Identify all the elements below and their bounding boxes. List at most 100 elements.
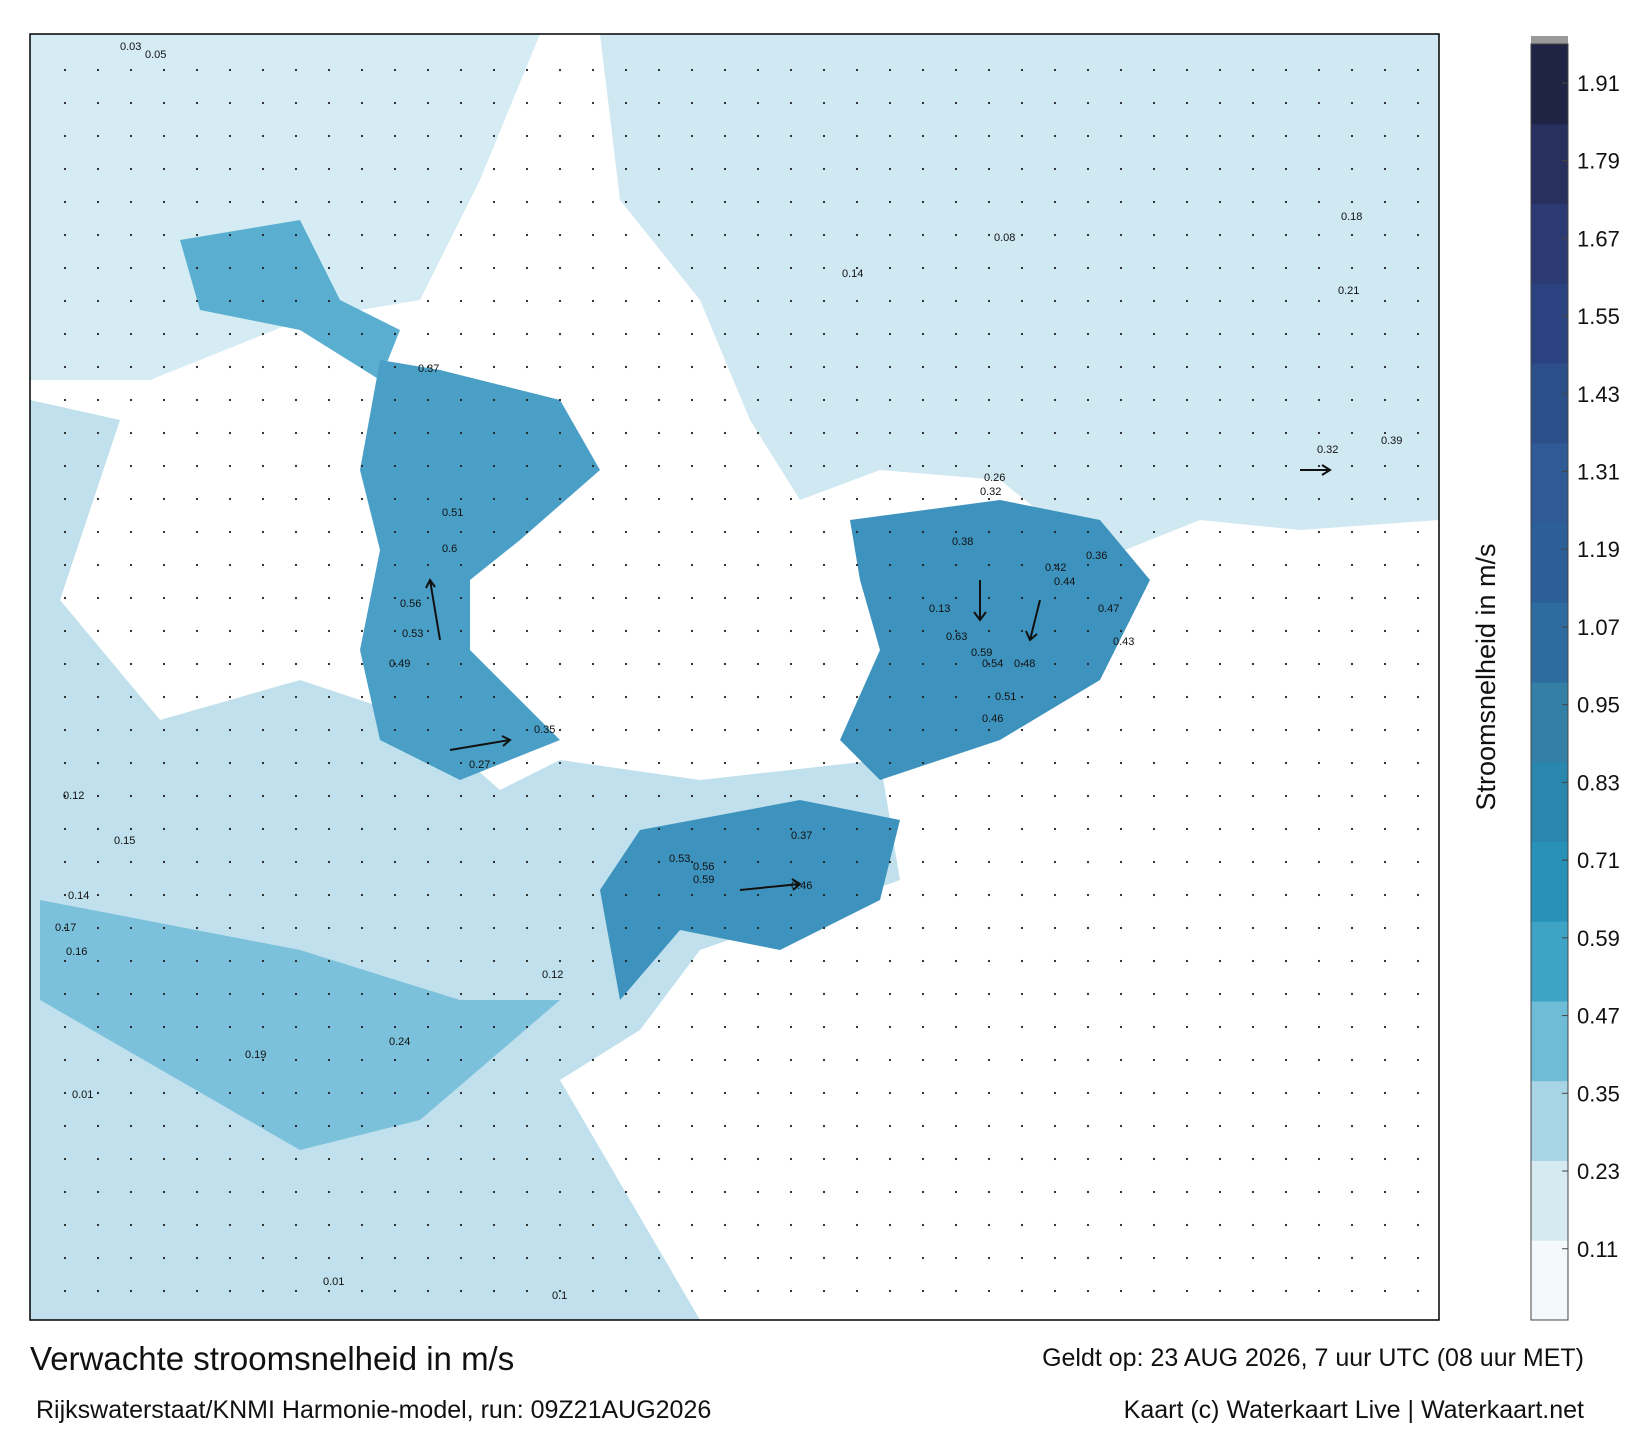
vector-dot xyxy=(1119,1058,1123,1062)
vector-dot xyxy=(921,1157,925,1161)
vector-dot xyxy=(1251,893,1255,897)
vector-dot xyxy=(1152,662,1156,666)
vector-dot xyxy=(855,794,859,798)
vector-dot xyxy=(921,761,925,765)
vector-dot xyxy=(624,1223,628,1227)
vector-dot xyxy=(624,629,628,633)
vector-dot xyxy=(294,761,298,765)
vector-dot xyxy=(987,530,991,534)
vector-dot xyxy=(1218,794,1222,798)
vector-dot xyxy=(63,1223,67,1227)
vector-dot xyxy=(1218,1157,1222,1161)
vector-dot xyxy=(261,761,265,765)
vector-dot xyxy=(492,200,496,204)
vector-dot xyxy=(96,596,100,600)
vector-dot xyxy=(1383,596,1387,600)
vector-dot xyxy=(789,695,793,699)
vector-dot xyxy=(195,1124,199,1128)
map-label: 0.17 xyxy=(55,922,76,934)
vector-dot xyxy=(624,167,628,171)
vector-dot xyxy=(129,332,133,336)
vector-dot xyxy=(921,728,925,732)
vector-dot xyxy=(954,464,958,468)
vector-dot xyxy=(1152,1025,1156,1029)
vector-dot xyxy=(987,728,991,732)
vector-dot xyxy=(690,365,694,369)
vector-dot xyxy=(954,233,958,237)
vector-dot xyxy=(96,563,100,567)
vector-dot xyxy=(1284,728,1288,732)
vector-dot xyxy=(459,167,463,171)
vector-dot xyxy=(822,1025,826,1029)
vector-dot xyxy=(261,497,265,501)
vector-dot xyxy=(195,365,199,369)
valid-time: Geldt op: 23 AUG 2026, 7 uur UTC (08 uur… xyxy=(1042,1344,1584,1372)
vector-dot xyxy=(789,794,793,798)
vector-dot xyxy=(1185,926,1189,930)
vector-dot xyxy=(1119,1289,1123,1293)
vector-dot xyxy=(294,200,298,204)
vector-dot xyxy=(1383,200,1387,204)
vector-dot xyxy=(921,497,925,501)
vector-dot xyxy=(96,68,100,72)
vector-dot xyxy=(393,398,397,402)
vector-dot xyxy=(855,464,859,468)
vector-dot xyxy=(1350,860,1354,864)
map-label: 0.46 xyxy=(982,713,1003,725)
vector-dot xyxy=(1284,926,1288,930)
vector-dot xyxy=(393,596,397,600)
vector-dot xyxy=(558,662,562,666)
vector-dot xyxy=(756,1058,760,1062)
vector-dot xyxy=(1251,959,1255,963)
vector-dot xyxy=(228,1190,232,1194)
vector-dot xyxy=(525,1124,529,1128)
vector-dot xyxy=(624,134,628,138)
vector-dot xyxy=(1251,1091,1255,1095)
vector-dot xyxy=(294,464,298,468)
vector-dot xyxy=(1020,464,1024,468)
vector-dot xyxy=(525,1256,529,1260)
vector-dot xyxy=(1086,134,1090,138)
vector-dot xyxy=(1020,1289,1024,1293)
vector-dot xyxy=(789,101,793,105)
vector-dot xyxy=(426,1025,430,1029)
vector-dot xyxy=(657,68,661,72)
vector-dot xyxy=(1020,398,1024,402)
vector-dot xyxy=(228,1223,232,1227)
vector-dot xyxy=(1218,134,1222,138)
vector-dot xyxy=(360,893,364,897)
vector-dot xyxy=(624,893,628,897)
credit: Kaart (c) Waterkaart Live | Waterkaart.n… xyxy=(1124,1396,1584,1424)
vector-dot xyxy=(1416,398,1420,402)
vector-dot xyxy=(1284,1223,1288,1227)
vector-dot xyxy=(1284,530,1288,534)
vector-dot xyxy=(1251,728,1255,732)
vector-dot xyxy=(855,992,859,996)
vector-dot xyxy=(492,959,496,963)
vector-dot xyxy=(789,761,793,765)
vector-dot xyxy=(162,68,166,72)
vector-dot xyxy=(921,266,925,270)
vector-dot xyxy=(1416,728,1420,732)
vector-dot xyxy=(1152,1223,1156,1227)
map-label: 0.01 xyxy=(323,1276,344,1288)
vector-dot xyxy=(162,1289,166,1293)
vector-dot xyxy=(690,1223,694,1227)
vector-dot xyxy=(987,1091,991,1095)
vector-dot xyxy=(855,893,859,897)
vector-dot xyxy=(525,332,529,336)
vector-dot xyxy=(1416,233,1420,237)
map: 0.47 0.43 0.59 0.54 0.48 0.51 0.46 0.13 … xyxy=(29,33,1440,1321)
vector-dot xyxy=(1350,431,1354,435)
vector-dot xyxy=(63,959,67,963)
vector-dot xyxy=(657,1289,661,1293)
vector-dot xyxy=(1185,431,1189,435)
vector-dot xyxy=(1317,992,1321,996)
vector-dot xyxy=(327,299,331,303)
vector-dot xyxy=(162,299,166,303)
vector-dot xyxy=(921,959,925,963)
vector-dot xyxy=(591,662,595,666)
vector-dot xyxy=(162,596,166,600)
vector-dot xyxy=(1317,167,1321,171)
vector-dot xyxy=(294,233,298,237)
